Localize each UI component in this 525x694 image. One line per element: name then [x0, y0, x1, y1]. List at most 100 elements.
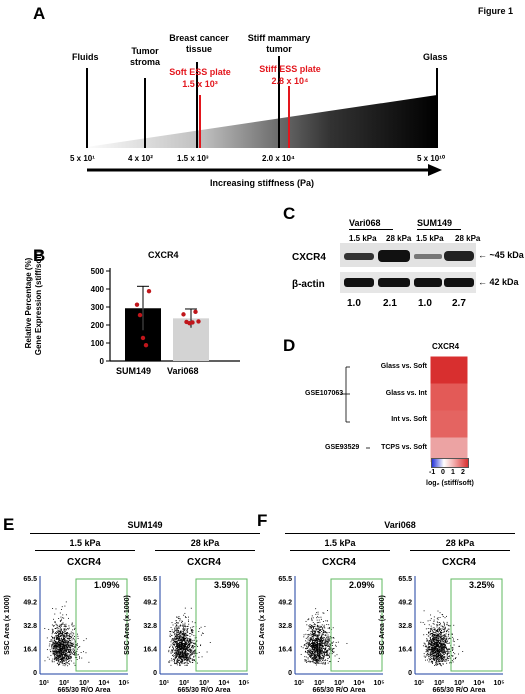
flow-ylabel: SSC Area (x 1000): [4, 595, 11, 655]
figure-label: Figure 1: [478, 6, 514, 16]
material-stiff-mammary: Stiff mammary tumor: [247, 33, 311, 54]
scale-tick-1: -1: [429, 469, 436, 476]
flow-x-tick-label: 10¹: [414, 680, 425, 687]
flow-events: [420, 610, 464, 667]
flow-y-tick-label: 16.4: [143, 647, 157, 654]
actin-band-4: [444, 278, 474, 287]
panel-e-cond-1: 1.5 kPa: [69, 538, 101, 548]
lane-label-4: 28 kPa: [455, 234, 481, 243]
heatmap-cell-3: [430, 410, 468, 439]
y-tick-label: 200: [91, 321, 105, 330]
western-blot: [340, 243, 476, 293]
y-tick-label: 100: [91, 339, 105, 348]
heatmap-cell-2: [430, 383, 468, 412]
panel-e-cond-1-line: [35, 550, 135, 551]
flow-xlabel: 665/30 R/O Area: [57, 687, 111, 694]
panel-f-cond-2: 28 kPa: [445, 538, 475, 548]
flow-x-tick-label: 10⁵: [373, 680, 384, 687]
flow-x-tick-label: 10³: [454, 680, 465, 687]
flow-gate-percent: 1.09%: [94, 580, 120, 590]
flow-gate: [450, 578, 503, 672]
scale-tick-4: 2: [461, 469, 465, 476]
flow-x-tick-label: 10¹: [159, 680, 170, 687]
data-point: [190, 320, 195, 325]
panel-f-cond-1-line: [290, 550, 390, 551]
flow-xlabel: 665/30 R/O Area: [177, 687, 231, 694]
dataset-gse93529: GSE93529: [325, 444, 360, 451]
marker-cxcr4-text: ~45 kDa: [489, 250, 524, 260]
flow-gate-percent: 3.25%: [469, 580, 495, 590]
panel-e-cond-2-line: [155, 550, 255, 551]
flow-y-tick-label: 32.8: [143, 623, 157, 630]
soft-plate-value: 1.5 x 10³: [182, 79, 218, 89]
flow-x-tick-label: 10⁴: [218, 680, 230, 687]
panel-label-c: C: [283, 204, 296, 223]
flow-events: [168, 607, 211, 667]
actin-band-3: [414, 278, 442, 287]
flow-xlabel: 665/30 R/O Area: [432, 687, 486, 694]
panel-a-stiffness-diagram: [80, 56, 442, 176]
tick-soft: 1.5 x 10³: [177, 154, 209, 163]
stiffness-arrowhead: [428, 164, 442, 176]
marker-actin: ← 42 kDa: [478, 277, 519, 287]
cxcr4-band-4: [444, 251, 474, 261]
flow-y-tick-label: 49.2: [23, 600, 37, 607]
actin-band-1: [344, 278, 374, 287]
flow-y-tick-label: 65.5: [398, 576, 412, 583]
panel-label-e: E: [3, 515, 15, 534]
scale-tick-3: 1: [451, 469, 455, 476]
color-scale-bar: [431, 458, 469, 468]
flow-y-tick-label: 0: [288, 670, 292, 677]
category-label-vari068: Vari068: [167, 366, 199, 376]
marker-actin-text: 42 kDa: [489, 277, 519, 287]
flow-gate: [75, 578, 128, 672]
heatmap-title: CXCR4: [432, 342, 460, 351]
heatmap-cell-1: [430, 356, 468, 385]
material-breast-cancer: Breast cancer tissue: [169, 33, 229, 54]
flow-x-tick-label: 10²: [314, 680, 325, 687]
flow-y-tick-label: 0: [33, 670, 37, 677]
flow-x-tick-label: 10³: [199, 680, 210, 687]
data-point: [181, 312, 186, 317]
flow-plot-title: CXCR4: [442, 557, 476, 568]
stiffness-wedge: [80, 95, 437, 148]
flow-x-tick-label: 10⁴: [353, 680, 365, 687]
material-glass: Glass: [423, 52, 448, 62]
actin-band-2: [378, 278, 410, 287]
flow-x-tick-label: 10⁴: [473, 680, 485, 687]
tick-stroma: 4 x 10²: [128, 154, 153, 163]
panel-e-cond-2: 28 kPa: [190, 538, 220, 548]
flow-x-tick-label: 10⁵: [118, 680, 129, 687]
flow-events: [44, 601, 90, 667]
tick-stiff: 2.0 x 10⁴: [262, 154, 295, 163]
soft-plate-label: Soft ESS plate: [169, 67, 231, 77]
panel-b-chart: 0 100 200 300 400 500: [91, 267, 240, 366]
panel-e-cell-line: SUM149: [127, 520, 163, 530]
panel-f-cond-2-line: [410, 550, 510, 551]
data-point: [137, 312, 143, 318]
data-point: [134, 302, 140, 307]
quant-4: 2.7: [452, 298, 466, 309]
panel-label-a: A: [33, 4, 46, 23]
y-tick-label: 500: [91, 267, 105, 276]
panel-b-title: CXCR4: [148, 250, 179, 260]
flow-ylabel: SSC Area (x 1000): [124, 595, 131, 655]
flow-y-tick-label: 49.2: [398, 600, 412, 607]
panel-f-cond-1: 1.5 kPa: [324, 538, 356, 548]
quant-1: 1.0: [347, 298, 361, 309]
quant-3: 1.0: [418, 298, 432, 309]
panel-label-f: F: [257, 511, 268, 530]
cxcr4-band-2: [378, 250, 410, 262]
flow-events: [300, 608, 348, 666]
data-point: [143, 342, 149, 348]
data-point: [140, 335, 146, 341]
lane-label-3: 1.5 kPa: [416, 234, 444, 243]
panel-f-cell-line: Vari068: [384, 520, 416, 530]
dataset-gse107063: GSE107063: [305, 390, 344, 397]
flow-gate-percent: 2.09%: [349, 580, 375, 590]
flow-gate: [195, 578, 248, 672]
cell-line-vari068: Vari068: [349, 218, 381, 228]
